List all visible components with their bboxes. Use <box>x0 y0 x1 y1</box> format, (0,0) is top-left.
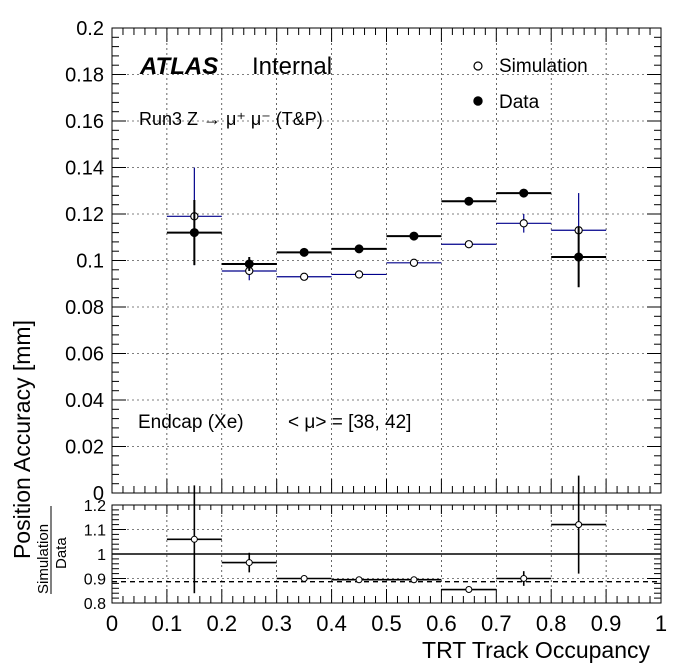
legend-data-marker <box>473 96 483 106</box>
ratio-marker <box>520 575 528 582</box>
ratio-marker <box>190 535 198 543</box>
data-marker <box>189 228 199 238</box>
x-tick-label: 0.9 <box>591 611 622 636</box>
ratio-point <box>221 552 277 573</box>
ratio-y-tick-label: 1.1 <box>84 523 106 540</box>
data-marker <box>299 247 309 257</box>
simulation-marker <box>354 270 364 279</box>
ratio-marker <box>300 575 308 582</box>
x-tick-label: 0.7 <box>481 611 512 636</box>
run-label: Run3 Z → μ⁺ μ⁻ (T&P) <box>139 109 323 129</box>
simulation-point <box>276 272 332 281</box>
internal-label: Internal <box>252 53 332 80</box>
simulation-marker <box>299 272 309 281</box>
main-y-tick-label: 0.02 <box>65 437 104 459</box>
x-axis-label: TRT Track Occupancy <box>422 637 650 663</box>
ratio-point <box>496 571 552 586</box>
ratio-point <box>441 586 497 594</box>
main-panel: 00.020.040.060.080.10.120.140.160.180.2 … <box>9 18 662 559</box>
pileup-label: < μ> = [38, 42] <box>288 412 411 433</box>
ratio-marker <box>355 576 363 584</box>
ratio-marker <box>410 576 418 584</box>
data-marker <box>464 196 474 206</box>
data-marker <box>519 188 529 198</box>
main-y-tick-label: 0.18 <box>65 65 104 87</box>
main-y-tick-label: 0 <box>93 483 104 505</box>
x-tick-label: 0.1 <box>152 611 183 636</box>
ratio-ylabel-numerator: Simulation <box>35 524 52 594</box>
legend-data-label: Data <box>499 92 540 113</box>
main-y-tick-labels: 0 0.02 0.04 0.06 0.08 0.1 0.12 0.14 0.16 0.18 0.2 <box>65 18 104 505</box>
data-point <box>551 226 607 288</box>
main-y-tick-label: 0.2 <box>76 18 104 40</box>
x-tick-label: 0.6 <box>426 611 457 636</box>
ratio-point <box>386 576 442 584</box>
data-point <box>441 196 497 206</box>
simulation-marker <box>464 240 473 249</box>
y-axis-label: Position Accuracy [mm] <box>9 320 35 559</box>
data-point <box>166 200 222 266</box>
main-y-tick-label: 0.12 <box>65 204 104 226</box>
simulation-point <box>386 258 442 267</box>
data-point <box>386 231 442 241</box>
main-series <box>166 167 607 288</box>
ratio-marker <box>465 586 473 594</box>
data-marker <box>409 231 419 241</box>
x-tick-label: 0.5 <box>371 611 402 636</box>
data-point <box>221 257 277 271</box>
ratio-y-tick-label: 1.2 <box>84 498 106 515</box>
main-y-tick-label: 0.06 <box>65 344 104 366</box>
simulation-marker <box>519 219 528 228</box>
ratio-point <box>276 575 332 582</box>
main-y-tick-label: 0.04 <box>65 390 104 412</box>
ratio-marker <box>245 559 253 567</box>
main-y-tick-label: 0.16 <box>65 111 104 133</box>
x-tick-label: 1 <box>655 611 667 636</box>
legend-simulation-label: Simulation <box>499 56 588 77</box>
region-label: Endcap (Xe) <box>138 412 244 433</box>
main-ticks <box>111 27 662 494</box>
ratio-marker <box>575 521 583 529</box>
ratio-y-tick-label: 0.8 <box>84 596 106 613</box>
ratio-y-tick-label: 0.9 <box>84 572 106 589</box>
data-marker <box>354 244 364 254</box>
x-tick-label: 0.8 <box>536 611 567 636</box>
x-tick-label: 0.4 <box>316 611 347 636</box>
ratio-ylabel-denominator: Data <box>53 537 70 569</box>
main-y-tick-label: 0.08 <box>65 297 104 319</box>
main-y-tick-label: 0.1 <box>76 251 104 273</box>
atlas-label: ATLAS <box>139 53 218 80</box>
data-marker <box>574 252 584 262</box>
simulation-point <box>496 214 552 233</box>
ratio-panel: 0.80.911.11.2 0 0.1 0.2 0.3 0.4 0.5 0.6 0.7 0.8 0… <box>35 475 667 663</box>
ratio-y-tick-label: 1 <box>97 547 106 564</box>
legend-simulation-marker <box>473 61 483 71</box>
x-tick-label: 0.2 <box>207 611 238 636</box>
data-marker <box>244 259 254 269</box>
x-tick-label: 0.3 <box>261 611 292 636</box>
x-tick-label: 0 <box>106 611 118 636</box>
simulation-point <box>441 240 497 249</box>
ratio-reference-lines <box>112 553 661 583</box>
main-y-tick-label: 0.14 <box>65 158 104 180</box>
ratio-point <box>331 576 387 584</box>
x-tick-labels: 0 0.1 0.2 0.3 0.4 0.5 0.6 0.7 0.8 0.9 1 <box>106 611 667 636</box>
ratio-point <box>551 475 607 574</box>
main-grid <box>112 28 661 493</box>
simulation-point <box>331 270 387 279</box>
simulation-marker <box>409 258 419 267</box>
ratio-point <box>166 485 222 594</box>
data-point <box>496 188 552 198</box>
legend: Simulation Data <box>473 56 588 113</box>
ratio-y-tick-labels: 0.8 0.9 1 1.1 1.2 <box>84 498 106 613</box>
ratio-ticks <box>111 504 662 604</box>
data-point <box>331 244 387 254</box>
data-point <box>276 247 332 257</box>
ratio-series <box>166 475 607 594</box>
